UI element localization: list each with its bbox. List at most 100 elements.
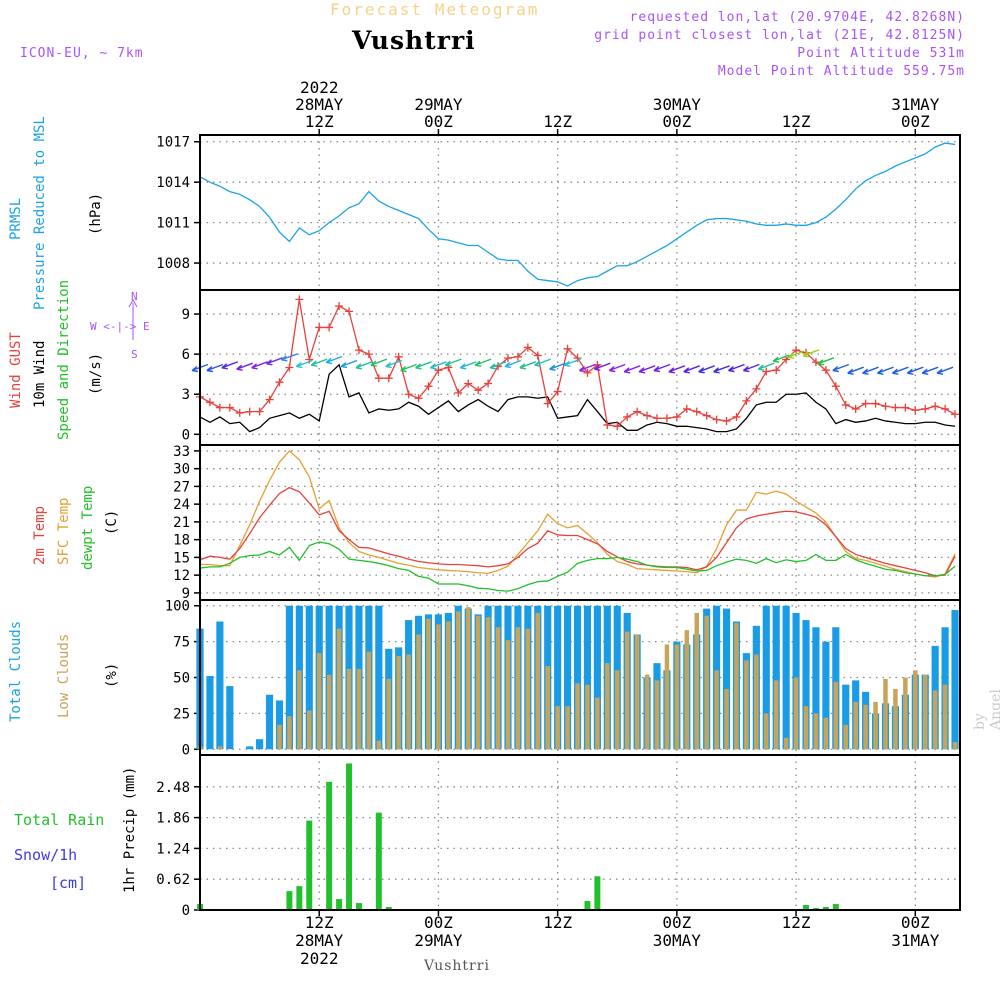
low-cloud-bar: [952, 742, 958, 750]
gust-marker: [603, 420, 612, 429]
low-cloud-bar: [833, 681, 839, 750]
top-time-label: 12Z: [543, 112, 572, 131]
top-time-label: 12Z: [782, 112, 811, 131]
chart-title: Forecast Meteogram: [330, 0, 540, 19]
y-tick-label: 2.48: [156, 780, 190, 796]
low-cloud-bar: [803, 706, 809, 750]
y-tick-label: 6: [182, 347, 190, 363]
y-tick-label: 27: [173, 479, 190, 495]
snow-label: Snow/1h: [14, 846, 78, 864]
rain-bar: [594, 876, 601, 910]
compass-ew: W <-|-> E: [90, 320, 150, 333]
low-cloud-bar: [356, 668, 362, 750]
total-cloud-bar: [583, 605, 592, 750]
low-cloud-bar: [783, 737, 789, 750]
gust-marker: [215, 403, 224, 412]
gust-marker: [931, 402, 940, 411]
top-time-label: 00Z: [901, 112, 930, 131]
wind-direction-arrow: [653, 363, 671, 373]
wind-direction-arrow: [713, 365, 730, 374]
gust-marker: [652, 414, 661, 423]
wind-direction-arrow: [936, 366, 954, 375]
gust-marker: [404, 390, 413, 399]
low-cloud-bar: [386, 678, 391, 750]
gust-marker: [275, 378, 284, 387]
wind-direction-arrow: [459, 361, 477, 370]
rain-bar: [375, 812, 382, 910]
low-cloud-bar: [406, 654, 411, 750]
low-cloud-bar: [813, 713, 819, 750]
wind-direction-arrow: [415, 361, 432, 370]
low-cloud-bar: [764, 713, 769, 750]
bottom-time-label: 31MAY: [891, 931, 940, 950]
top-time-label: 00Z: [662, 112, 691, 131]
wind-direction-arrow: [593, 362, 611, 371]
y-tick-label: 24: [173, 497, 190, 513]
gust-marker: [951, 410, 960, 419]
wind-direction-arrow: [206, 363, 224, 373]
gust-marker: [444, 363, 453, 372]
rain-bar: [296, 886, 303, 910]
low-cloud-bar: [893, 688, 898, 750]
wind-direction-arrow: [355, 361, 373, 370]
panel-frame: [199, 134, 961, 291]
total-rain-label: Total Rain: [14, 811, 105, 829]
gust-marker: [662, 414, 671, 423]
gust-marker: [901, 403, 910, 412]
total-cloud-bar: [802, 620, 810, 750]
low-cloud-bar: [724, 688, 729, 750]
y-tick-label: 3: [182, 387, 190, 403]
y-tick-label: 21: [173, 515, 190, 531]
low-cloud-bar: [853, 701, 858, 750]
low-cloud-bar: [396, 655, 401, 750]
wind-direction-arrow: [236, 362, 253, 371]
y-tick-label: 15: [173, 550, 190, 566]
gust-marker: [345, 307, 354, 316]
total-cloud-bar: [554, 605, 562, 750]
wind-direction-arrow: [772, 354, 790, 363]
total-cloud-bar: [265, 694, 274, 750]
total-cloud-bar: [842, 684, 850, 750]
low-cloud-bar: [466, 607, 471, 750]
low-cloud-bar: [664, 644, 670, 750]
gust-marker: [454, 388, 463, 397]
rain-bar: [355, 903, 362, 910]
wind-direction-arrow: [504, 359, 522, 369]
bottom-time-label: 00Z: [424, 913, 453, 932]
low-cloud-bar: [734, 622, 739, 750]
wind-direction-arrow: [638, 365, 656, 374]
low-cloud-bar: [634, 634, 640, 750]
top-time-label: 2022: [300, 78, 339, 97]
panel-frame: [199, 444, 961, 601]
low-cloud-bar: [277, 724, 282, 750]
y-tick-label: 30: [173, 462, 190, 478]
gust-marker: [414, 394, 423, 403]
total-cloud-bar: [216, 621, 224, 750]
gust-marker: [633, 407, 642, 416]
compass-n: N: [131, 290, 138, 303]
gust-marker: [831, 382, 840, 391]
y-tick-label: 12: [173, 568, 190, 584]
temp-2m-line: [199, 486, 956, 577]
low-cloud-bar: [903, 677, 908, 750]
gust-marker: [315, 323, 324, 332]
gust-marker: [335, 302, 344, 311]
low-cloud-bar: [446, 621, 451, 750]
low-cloud-bar: [773, 680, 779, 750]
gust-marker: [682, 404, 691, 413]
low-cloud-bar: [624, 631, 630, 750]
gust-marker: [265, 395, 274, 404]
y-tick-label: 1011: [156, 216, 190, 232]
bottom-time-label: 2022: [300, 949, 339, 968]
gust-marker: [811, 358, 820, 367]
gust-marker: [623, 412, 632, 421]
top-time-label: 12Z: [305, 112, 334, 131]
low-cloud-bar: [714, 670, 719, 750]
total-cloud-bar: [762, 605, 770, 750]
requested-coords: requested lon,lat (20.9704E, 42.8268N): [629, 10, 965, 25]
y-tick-label: 18: [173, 533, 190, 549]
wind-direction-arrow: [564, 358, 581, 367]
low-cloud-bar: [217, 746, 223, 750]
gust-marker: [553, 387, 562, 396]
